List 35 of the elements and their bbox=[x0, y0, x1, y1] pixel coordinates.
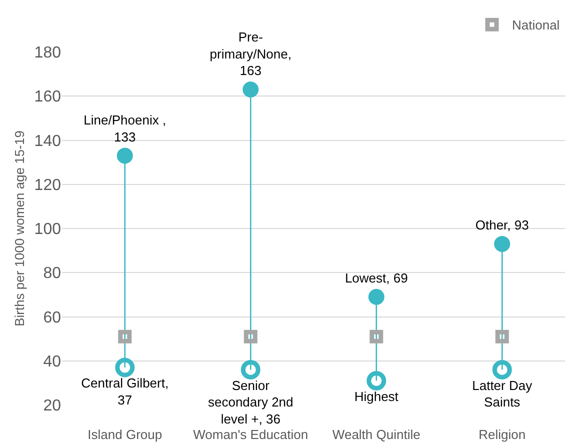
y-tick-label: 20 bbox=[43, 398, 62, 415]
point bbox=[368, 288, 384, 305]
data-label: Latter Day Saints bbox=[472, 378, 533, 410]
y-tick-label: 140 bbox=[34, 132, 62, 150]
x-tick-label: Woman's Education bbox=[193, 427, 308, 442]
point bbox=[242, 82, 259, 98]
y-tick-label: 60 bbox=[43, 309, 62, 326]
point bbox=[116, 148, 133, 164]
y-tick-label: 100 bbox=[34, 221, 62, 238]
point bbox=[118, 330, 132, 344]
point bbox=[366, 370, 386, 390]
point bbox=[495, 330, 509, 344]
point bbox=[492, 360, 512, 380]
point bbox=[240, 360, 260, 380]
data-label: Highest bbox=[354, 388, 399, 404]
y-tick-label: 120 bbox=[34, 176, 62, 194]
data-label: Other, 93 bbox=[475, 218, 529, 233]
data-label: Lowest, 69 bbox=[344, 270, 408, 286]
point bbox=[494, 236, 510, 252]
legend-label: National bbox=[512, 18, 560, 33]
point bbox=[370, 330, 384, 344]
data-label: Pre- primary/None, 163 bbox=[210, 29, 292, 78]
y-axis-title: Births per 1000 women age 15-19 bbox=[12, 130, 28, 326]
x-tick-label: Island Group bbox=[88, 427, 162, 442]
data-label: Central Gilbert, 37 bbox=[81, 376, 169, 408]
point bbox=[244, 330, 258, 344]
data-label: Line/Phoenix , 133 bbox=[84, 112, 166, 144]
x-tick-label: Wealth Quintile bbox=[332, 427, 420, 442]
y-tick-label: 80 bbox=[43, 265, 62, 282]
point bbox=[115, 358, 135, 378]
y-tick-label: 160 bbox=[34, 88, 62, 106]
y-tick-label: 180 bbox=[34, 44, 62, 62]
data-label: Senior secondary 2nd level +, 36 bbox=[208, 378, 294, 427]
x-tick-label: Religion bbox=[478, 427, 526, 442]
y-tick-label: 40 bbox=[43, 353, 62, 370]
